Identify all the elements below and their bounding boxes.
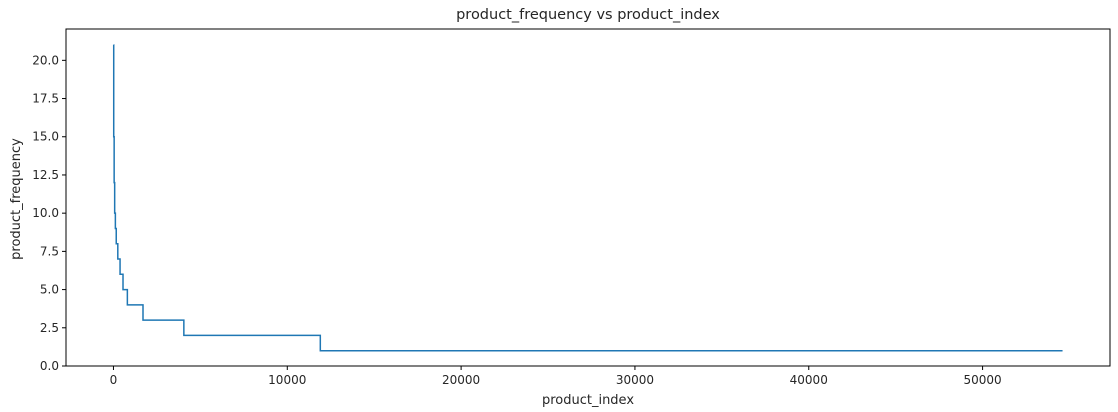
chart-title: product_frequency vs product_index bbox=[456, 7, 720, 23]
x-axis-label: product_index bbox=[542, 393, 634, 408]
y-tick-label: 10.0 bbox=[32, 206, 59, 220]
y-tick-label: 17.5 bbox=[32, 92, 59, 106]
y-tick-label: 7.5 bbox=[40, 244, 59, 258]
plot-frame bbox=[65, 28, 1111, 367]
x-tick-label: 50000 bbox=[963, 373, 1001, 387]
x-tick-label: 20000 bbox=[442, 373, 480, 387]
y-tick-label: 2.5 bbox=[40, 321, 59, 335]
series-line-1 bbox=[112, 44, 1063, 352]
x-tick-label: 0 bbox=[110, 373, 118, 387]
y-axis-ticks: 0.0 2.5 5.0 7.5 10.0 12.5 15.0 17.5 20.0 bbox=[32, 53, 66, 373]
x-tick-label: 30000 bbox=[616, 373, 654, 387]
y-tick-label: 20.0 bbox=[32, 53, 59, 67]
x-axis-ticks: 0 10000 20000 30000 40000 50000 bbox=[110, 366, 1002, 387]
y-tick-label: 0.0 bbox=[40, 359, 59, 373]
x-tick-label: 10000 bbox=[268, 373, 306, 387]
x-tick-label: 40000 bbox=[790, 373, 828, 387]
y-tick-label: 5.0 bbox=[40, 283, 59, 297]
y-tick-label: 15.0 bbox=[32, 130, 59, 144]
y-axis-label: product_frequency bbox=[9, 138, 24, 260]
y-tick-label: 12.5 bbox=[32, 168, 59, 182]
plot-area bbox=[65, 28, 1111, 367]
